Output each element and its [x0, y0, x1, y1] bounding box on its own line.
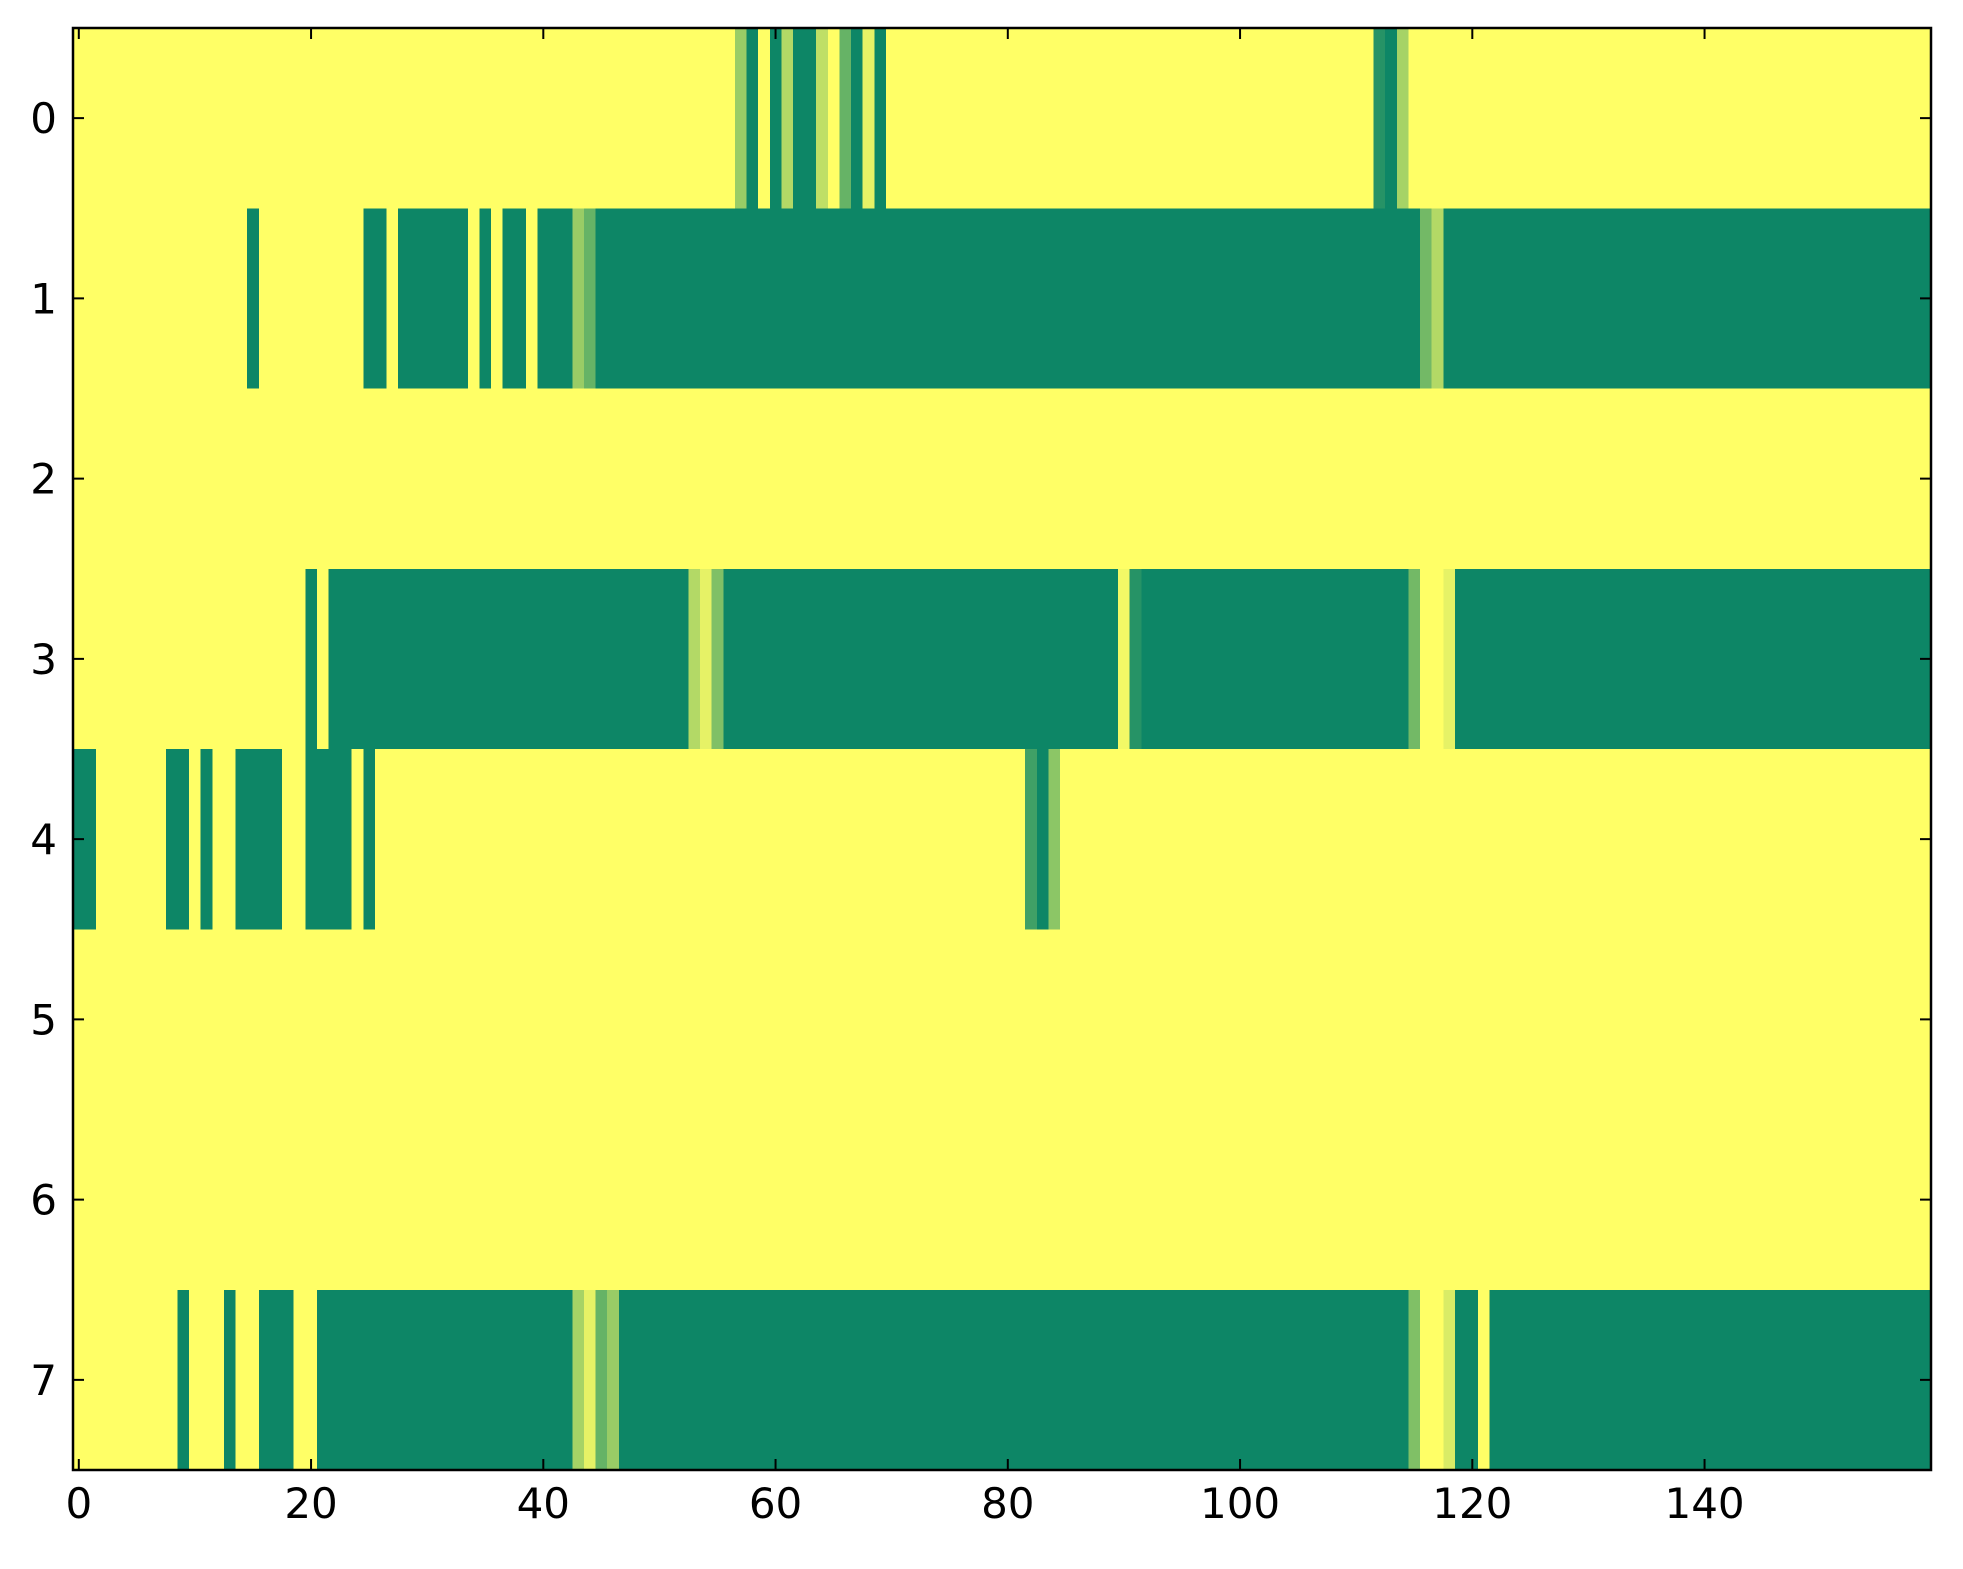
heatmap-cell	[73, 749, 97, 930]
x-tick-label: 20	[284, 1479, 337, 1528]
heatmap-cell	[618, 1289, 631, 1470]
heatmap-cell	[200, 749, 213, 930]
heatmap-cell	[874, 28, 886, 209]
heatmap-cell	[851, 28, 863, 209]
x-tick-label: 40	[517, 1479, 570, 1528]
heatmap-cell	[305, 568, 317, 749]
x-tick-label: 120	[1432, 1479, 1512, 1528]
heatmap-cell	[711, 568, 724, 749]
y-tick-label: 0	[30, 94, 57, 143]
heatmap-cell	[1396, 28, 1409, 209]
y-tick-label: 2	[30, 455, 57, 504]
heatmap-cell	[363, 208, 387, 389]
heatmap-cell	[235, 749, 283, 930]
heatmap-cell	[363, 749, 375, 930]
heatmap-cell	[862, 28, 875, 209]
x-tick-label: 80	[981, 1479, 1034, 1528]
heatmap-cell	[827, 28, 840, 209]
heatmap-row-0	[734, 28, 1409, 209]
heatmap-cell	[607, 1289, 619, 1470]
heatmap-cell	[816, 28, 828, 209]
heatmap-row-7	[177, 1289, 1931, 1470]
heatmap-cell	[1048, 749, 1061, 930]
y-tick-label: 4	[30, 815, 57, 864]
heatmap-cell	[734, 28, 747, 209]
heatmap-cell	[328, 568, 689, 749]
heatmap-cell	[165, 749, 190, 930]
heatmap-cell	[1420, 208, 1432, 389]
heatmap-cell	[316, 1289, 573, 1470]
heatmap-cell	[746, 28, 759, 209]
heatmap-cell	[1025, 749, 1037, 930]
heatmap-row-4	[73, 749, 1061, 930]
heatmap-row-1	[247, 208, 1931, 389]
heatmap-cell	[479, 208, 492, 389]
heatmap-cell	[1408, 568, 1421, 749]
heatmap-cell	[1036, 749, 1049, 930]
heatmap-cell	[583, 208, 596, 389]
x-tick-label: 100	[1200, 1479, 1280, 1528]
heatmap-cell	[1141, 568, 1409, 749]
heatmap-cell	[758, 28, 770, 209]
heatmap-cell	[537, 208, 573, 389]
heatmap-cell	[1443, 208, 1931, 389]
heatmap-cell	[572, 208, 584, 389]
heatmap-cell	[630, 1289, 1409, 1470]
heatmap-cell	[769, 28, 782, 209]
heatmap-cell	[398, 208, 468, 389]
plot-frame	[71, 26, 1933, 1472]
heatmap-cell	[688, 568, 701, 749]
heatmap-cell	[1443, 568, 1455, 749]
heatmap-row-3	[305, 568, 1931, 749]
heatmap-cell	[1420, 1289, 1444, 1470]
heatmap-cell	[305, 749, 352, 930]
y-tick-label: 3	[30, 635, 57, 684]
heatmap-cell	[1373, 28, 1386, 209]
heatmap-cell	[258, 1289, 294, 1470]
y-tick-label: 1	[30, 274, 57, 323]
heatmap-cell	[1454, 568, 1931, 749]
x-tick-label: 0	[65, 1479, 92, 1528]
heatmap-cell	[781, 28, 793, 209]
heatmap-cell	[700, 568, 712, 749]
heatmap-cell	[1454, 1289, 1479, 1470]
x-tick-label: 60	[749, 1479, 802, 1528]
heatmap-cell	[1443, 1289, 1455, 1470]
heatmap-cell	[572, 1289, 584, 1470]
heatmap-cell	[1420, 568, 1444, 749]
heatmap-cell	[595, 1289, 608, 1470]
heatmap-cell	[1408, 1289, 1421, 1470]
y-tick-label: 7	[30, 1356, 57, 1405]
heatmap-cell	[1129, 568, 1142, 749]
heatmap-cell	[247, 208, 259, 389]
heatmap-cell	[223, 1289, 236, 1470]
heatmap-cell	[1489, 1289, 1931, 1470]
heatmap-cell	[583, 1289, 596, 1470]
heatmap-cell	[1431, 208, 1444, 389]
heatmap-cell	[839, 28, 852, 209]
y-tick-label: 6	[30, 1176, 57, 1225]
heatmap-cell	[723, 568, 1119, 749]
heatmap-cell	[1385, 28, 1397, 209]
heatmap-cell	[1118, 568, 1130, 749]
y-tick-label: 5	[30, 995, 57, 1044]
x-tick-label: 140	[1664, 1479, 1744, 1528]
heatmap-cell	[792, 28, 817, 209]
heatmap-cell	[177, 1289, 190, 1470]
heatmap-cell	[502, 208, 526, 389]
heatmap-cell	[595, 208, 1421, 389]
